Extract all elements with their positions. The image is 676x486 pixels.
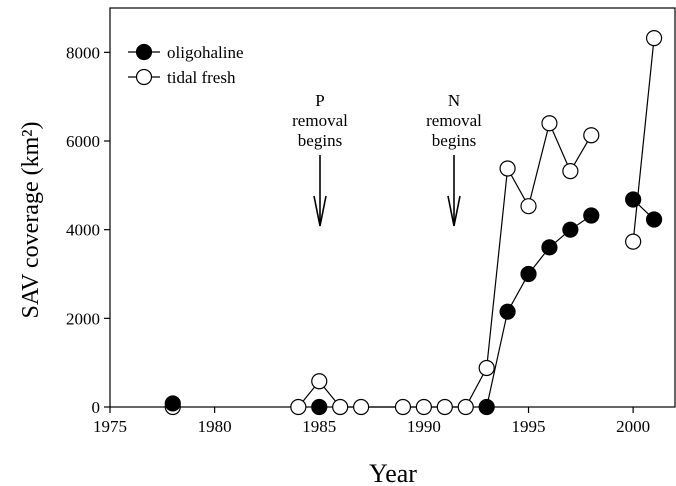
data-point xyxy=(541,239,558,256)
data-point xyxy=(625,191,642,208)
x-tick-label: 1990 xyxy=(407,417,441,436)
x-tick-label: 1995 xyxy=(512,417,546,436)
data-point xyxy=(436,398,453,416)
x-tick-label: 1975 xyxy=(93,417,127,436)
data-point xyxy=(290,398,307,416)
annotation-arrowhead xyxy=(447,195,461,227)
annotation-text: N xyxy=(448,91,460,110)
annotation-text: removal xyxy=(426,111,482,130)
y-tick-label: 0 xyxy=(92,398,101,417)
x-axis-label: Year xyxy=(369,459,417,486)
legend-label: oligohaline xyxy=(167,43,243,62)
legend-marker xyxy=(135,68,153,86)
data-point xyxy=(415,398,432,416)
data-point xyxy=(520,198,537,215)
x-tick-label: 1985 xyxy=(302,417,336,436)
data-point xyxy=(625,233,642,250)
y-tick-label: 2000 xyxy=(66,309,100,328)
annotation-text: removal xyxy=(292,111,348,130)
data-point xyxy=(478,398,495,416)
data-point xyxy=(645,30,663,47)
data-point xyxy=(311,398,328,416)
x-tick-label: 1980 xyxy=(198,417,232,436)
data-point xyxy=(562,221,579,238)
y-tick-label: 6000 xyxy=(66,132,100,151)
data-point xyxy=(583,127,600,144)
data-point xyxy=(499,160,516,177)
legend-marker xyxy=(135,43,153,61)
annotation-text: begins xyxy=(432,131,476,150)
x-tick-label: 2000 xyxy=(616,417,650,436)
annotation-text: begins xyxy=(298,131,342,150)
legend-label: tidal fresh xyxy=(167,68,236,87)
annotation-arrowhead xyxy=(313,195,327,227)
data-point xyxy=(499,303,516,320)
data-point xyxy=(164,395,181,412)
data-point xyxy=(562,163,579,180)
data-point xyxy=(583,207,600,224)
data-point xyxy=(541,115,558,132)
data-point xyxy=(332,398,349,416)
data-point xyxy=(520,265,537,283)
data-point xyxy=(478,359,495,377)
y-tick-label: 8000 xyxy=(66,43,100,62)
data-point xyxy=(394,398,412,416)
series-line xyxy=(297,38,655,408)
y-axis-label: SAV coverage (km²) xyxy=(18,122,44,319)
annotation-text: P xyxy=(315,91,324,110)
data-point xyxy=(457,398,474,416)
y-tick-label: 4000 xyxy=(66,221,100,240)
data-point xyxy=(353,398,370,416)
data-point xyxy=(645,211,663,228)
data-point xyxy=(311,373,328,390)
